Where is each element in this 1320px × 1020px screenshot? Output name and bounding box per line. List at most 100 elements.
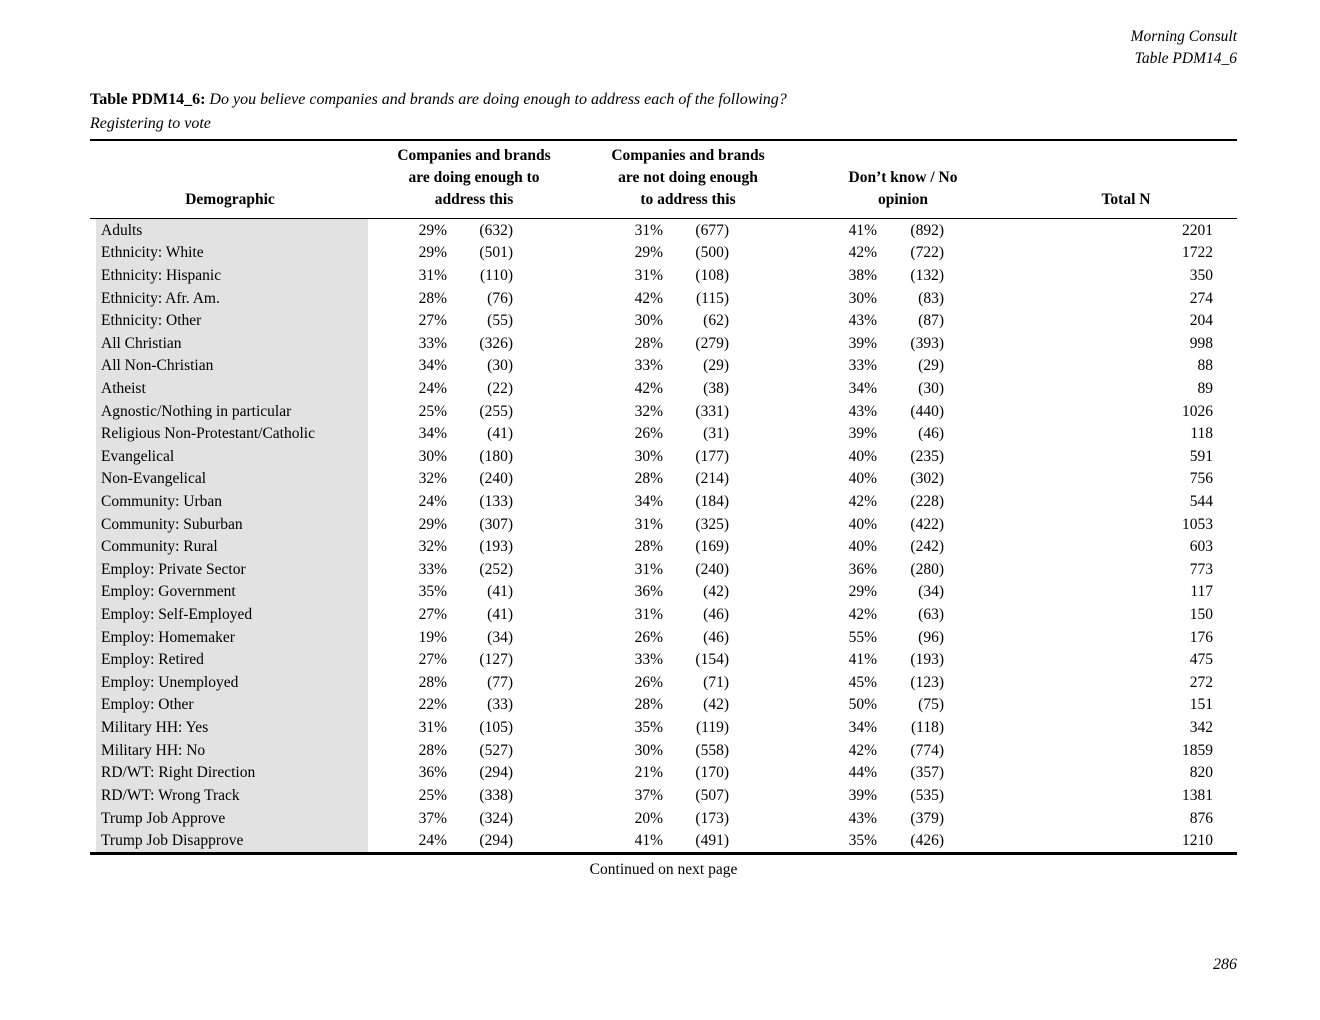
row-label: Employ: Government (96, 581, 368, 604)
not-doing-enough-n: (46) (703, 628, 729, 646)
not-doing-enough-n: (325) (695, 515, 729, 533)
column-header-dont-know: Don’t know / No opinion (848, 169, 958, 208)
dont-know-n: (193) (910, 651, 944, 669)
not-doing-enough-pct: 35% (634, 719, 663, 737)
doing-enough-pct: 34% (418, 425, 447, 443)
total-n: 151 (1189, 696, 1213, 714)
doing-enough-pct: 24% (418, 379, 447, 397)
not-doing-enough-pct: 28% (634, 696, 663, 714)
row-label: Adults (96, 219, 368, 242)
total-n: 544 (1189, 493, 1213, 510)
dont-know-pct: 40% (848, 447, 877, 465)
doing-enough-pct: 28% (418, 289, 447, 307)
row-label: Trump Job Approve (96, 807, 368, 830)
total-n: 1381 (1182, 786, 1213, 804)
not-doing-enough-pct: 26% (634, 628, 663, 646)
doing-enough-n: (252) (479, 560, 513, 578)
doing-enough-n: (632) (479, 221, 513, 239)
dont-know-pct: 39% (848, 786, 877, 804)
row-label: Employ: Other (96, 694, 368, 717)
dont-know-n: (75) (918, 696, 944, 714)
table-row: Community: Suburban 29% (307) 31% (325) … (90, 513, 1237, 536)
total-n: 204 (1189, 312, 1213, 330)
table-row: Trump Job Disapprove 24% (294) 41% (491)… (90, 829, 1237, 853)
dont-know-n: (892) (910, 221, 944, 239)
doing-enough-n: (105) (479, 719, 513, 737)
row-label: RD/WT: Right Direction (96, 762, 368, 785)
row-label: Employ: Homemaker (96, 626, 368, 649)
table-subtitle: Registering to vote (90, 115, 211, 132)
page-number: 286 (1213, 956, 1237, 973)
table-row: Ethnicity: White 29% (501) 29% (500) 42%… (90, 242, 1237, 265)
running-header: Morning Consult Table PDM14_6 (1131, 26, 1237, 70)
column-header-demographic: Demographic (185, 191, 275, 208)
doing-enough-pct: 25% (418, 786, 447, 804)
dont-know-n: (774) (910, 741, 944, 759)
not-doing-enough-n: (558) (695, 741, 729, 759)
doing-enough-n: (30) (487, 357, 513, 375)
row-label: Community: Suburban (96, 513, 368, 536)
dont-know-pct: 30% (848, 289, 877, 307)
table-row: Employ: Private Sector 33% (252) 31% (24… (90, 558, 1237, 582)
dont-know-n: (29) (918, 357, 944, 375)
not-doing-enough-pct: 36% (634, 583, 663, 601)
doing-enough-pct: 33% (418, 560, 447, 578)
doing-enough-n: (338) (479, 786, 513, 804)
dont-know-n: (426) (910, 832, 944, 850)
table-reference: Table PDM14_6 (1134, 50, 1237, 67)
dont-know-pct: 34% (848, 719, 877, 737)
table-header-rule (90, 218, 1237, 220)
dont-know-n: (34) (918, 583, 944, 601)
doing-enough-n: (294) (479, 832, 513, 850)
continued-note: Continued on next page (589, 861, 738, 878)
table-row: Community: Rural 32% (193) 28% (169) 40%… (90, 535, 1237, 559)
dont-know-pct: 42% (848, 741, 877, 759)
doing-enough-n: (501) (479, 244, 513, 262)
total-n: 773 (1189, 560, 1213, 578)
table-row: Ethnicity: Afr. Am. 28% (76) 42% (115) 3… (90, 287, 1237, 310)
dont-know-pct: 35% (848, 832, 877, 850)
doing-enough-pct: 33% (418, 334, 447, 352)
doing-enough-n: (33) (487, 696, 513, 714)
not-doing-enough-n: (240) (695, 560, 729, 578)
column-header-not-doing-enough: Companies and brands are not doing enoug… (611, 147, 765, 208)
doing-enough-pct: 25% (418, 402, 447, 420)
total-n: 756 (1189, 470, 1213, 488)
table-title-label: Table PDM14_6: (90, 91, 206, 108)
table-row: Atheist 24% (22) 42% (38) 34% (30) 89 (90, 377, 1237, 401)
dont-know-pct: 45% (848, 673, 877, 691)
table-row: Ethnicity: Hispanic 31% (110) 31% (108) … (90, 264, 1237, 288)
not-doing-enough-pct: 42% (634, 289, 663, 307)
table-row: Military HH: Yes 31% (105) 35% (119) 34%… (90, 716, 1237, 740)
not-doing-enough-n: (170) (695, 764, 729, 782)
doing-enough-n: (133) (479, 493, 513, 510)
table-row: Employ: Self-Employed 27% (41) 31% (46) … (90, 603, 1237, 627)
not-doing-enough-n: (279) (695, 334, 729, 352)
not-doing-enough-n: (491) (695, 832, 729, 850)
total-n: 1722 (1182, 244, 1213, 262)
not-doing-enough-pct: 33% (634, 651, 663, 669)
not-doing-enough-n: (38) (703, 379, 729, 397)
doing-enough-pct: 27% (418, 312, 447, 330)
dont-know-pct: 43% (848, 402, 877, 420)
dont-know-n: (118) (911, 719, 944, 737)
not-doing-enough-n: (177) (695, 447, 729, 465)
table-row: Employ: Government 35% (41) 36% (42) 29%… (90, 581, 1237, 604)
row-label: Community: Urban (96, 490, 368, 514)
row-label: Employ: Retired (96, 648, 368, 672)
dont-know-pct: 41% (848, 651, 877, 669)
doing-enough-n: (110) (480, 266, 513, 284)
total-n: 1210 (1182, 832, 1213, 850)
row-label: Atheist (96, 377, 368, 401)
not-doing-enough-pct: 34% (634, 493, 663, 510)
doing-enough-n: (294) (479, 764, 513, 782)
doing-enough-n: (255) (479, 402, 513, 420)
dont-know-n: (280) (910, 560, 944, 578)
total-n: 274 (1189, 289, 1213, 307)
not-doing-enough-n: (71) (703, 673, 729, 691)
table-row: Adults 29% (632) 31% (677) 41% (892) 220… (90, 219, 1237, 242)
total-n: 272 (1189, 673, 1213, 691)
row-label: Employ: Private Sector (96, 558, 368, 582)
row-label: Community: Rural (96, 535, 368, 559)
row-label: Employ: Self-Employed (96, 603, 368, 627)
